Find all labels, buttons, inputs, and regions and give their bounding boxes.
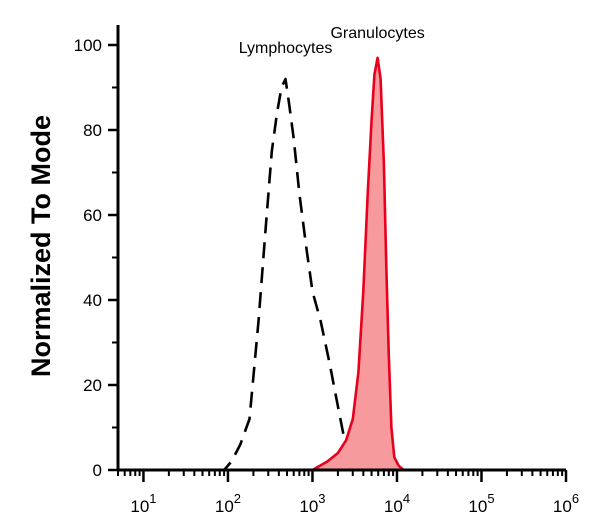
x-tick-label-2: 102 [215, 491, 241, 516]
y-tick-label-60: 60 [83, 206, 102, 225]
y-axis-label: Normalized To Mode [26, 115, 56, 377]
annotation-lymphocytes: Lymphocytes [239, 40, 333, 57]
x-axis: 101 102 103 104 105 106 [117, 468, 579, 516]
x-tick-label-5: 105 [468, 491, 494, 516]
y-tick-label-80: 80 [83, 121, 102, 140]
x-tick-label-4: 104 [384, 491, 410, 516]
y-tick-label-20: 20 [83, 376, 102, 395]
series-line-lymphocytes [118, 77, 566, 472]
x-tick-label-1: 101 [130, 491, 156, 516]
series-area-granulocytes [118, 57, 566, 471]
y-tick-label-40: 40 [83, 291, 102, 310]
y-tick-label-100: 100 [74, 36, 102, 55]
series-line-granulocytes [118, 56, 566, 472]
y-tick-label-0: 0 [93, 461, 102, 480]
y-axis: 0 20 40 60 80 100 [74, 25, 120, 480]
x-tick-label-6: 106 [553, 491, 579, 516]
x-tick-label-3: 103 [299, 491, 325, 516]
annotation-granulocytes: Granulocytes [330, 25, 424, 42]
